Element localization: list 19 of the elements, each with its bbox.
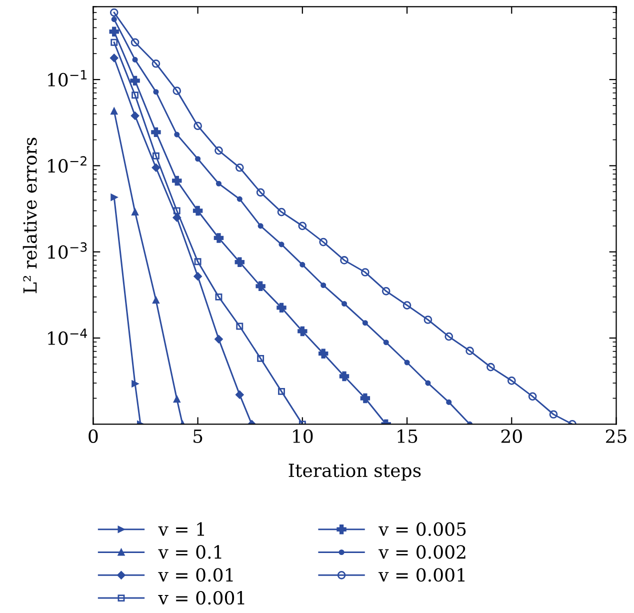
legend-label: v = 0.005 (378, 522, 466, 536)
y-tick-label: 10$^{−4}$ (48, 328, 87, 346)
x-tick-label: 25 (606, 429, 626, 444)
x-tick-label: 15 (398, 429, 418, 444)
legend-label: v = 0.002 (378, 545, 466, 559)
y-tick-label: 10$^{−1}$ (48, 70, 87, 87)
y-tick-label: 10$^{−2}$ (48, 156, 86, 173)
legend-label: v = 0.001 (378, 568, 464, 582)
legend-label: v = 1 (158, 522, 204, 536)
legend-label: v = 0.001 (158, 590, 244, 605)
x-tick-label: 10 (293, 429, 313, 444)
x-tick-label: 5 (194, 430, 202, 444)
x-tick-label: 20 (501, 429, 522, 444)
y-axis-title: L² relative errors (22, 138, 37, 294)
x-tick-label: 0 (88, 429, 98, 444)
legend-label: v = 0.01 (158, 568, 233, 582)
legend-label: v = 0.1 (158, 545, 222, 559)
x-axis-title: Iteration steps (288, 464, 421, 481)
y-tick-label: 10$^{−3}$ (48, 242, 87, 259)
